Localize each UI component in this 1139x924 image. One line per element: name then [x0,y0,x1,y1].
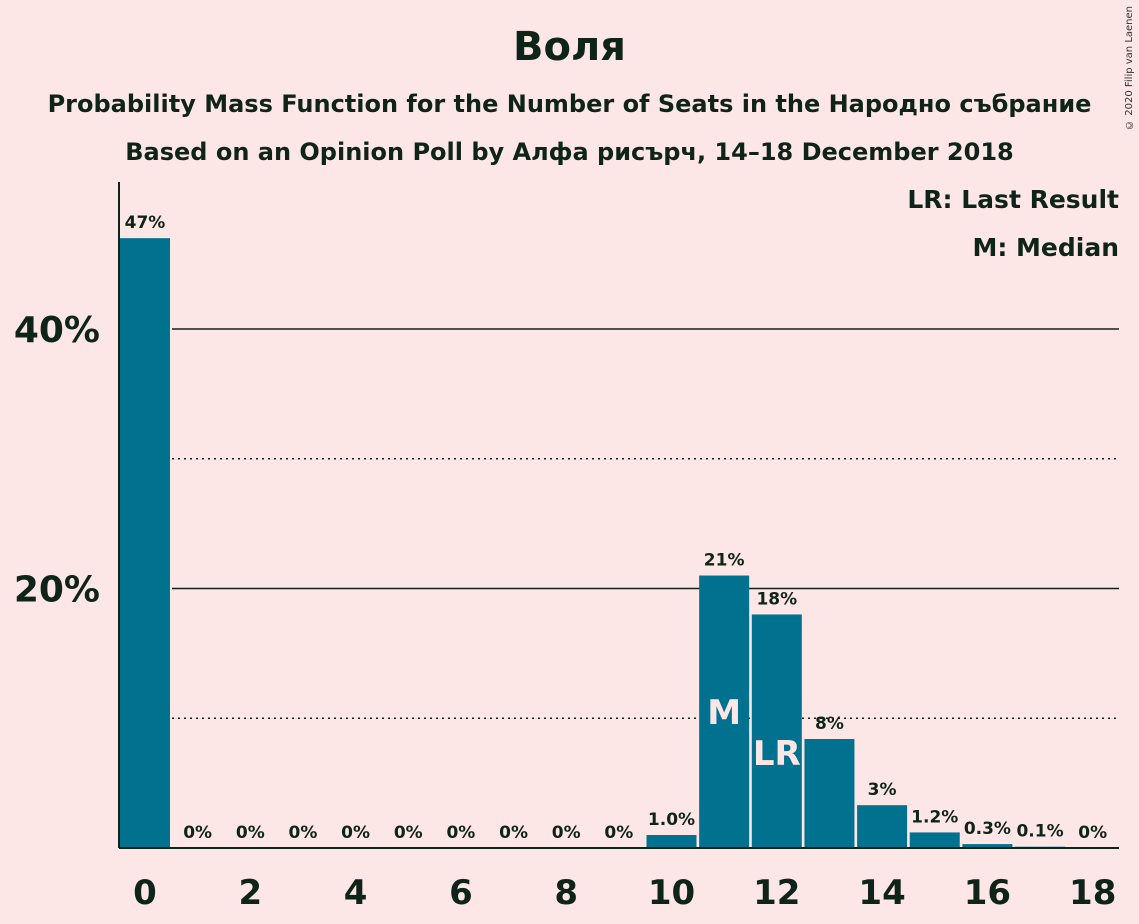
data-label-seat-7: 0% [499,823,528,843]
x-tick-label-10: 10 [648,873,695,913]
x-tick-label-18: 18 [1069,873,1116,913]
data-label-seat-9: 0% [604,823,633,843]
bar-seat-12 [751,614,802,848]
x-tick-label-2: 2 [238,873,262,913]
x-tick-label-12: 12 [753,873,800,913]
data-label-seat-4: 0% [341,823,370,843]
y-tick-label-20: 20% [14,570,100,611]
data-label-seat-14: 3% [868,780,897,800]
bar-seat-15 [909,832,960,848]
data-label-seat-17: 0.1% [1016,822,1063,842]
x-tick-label-16: 16 [964,873,1011,913]
bar-seat-16 [962,844,1013,848]
bar-seat-10 [646,835,697,848]
chart-subtitle: Probability Mass Function for the Number… [47,90,1092,118]
data-label-seat-18: 0% [1078,823,1107,843]
bar-seat-11 [699,575,750,848]
legend-median: M: Median [972,233,1119,262]
median-marker: M [707,693,741,733]
chart-subtitle-poll: Based on an Opinion Poll by Алфа рисърч,… [125,138,1014,166]
x-tick-label-0: 0 [133,873,157,913]
data-label-seat-2: 0% [236,823,265,843]
data-label-seat-8: 0% [552,823,581,843]
data-label-seat-15: 1.2% [911,807,958,827]
data-label-seat-12: 18% [756,589,797,609]
bar-seat-14 [857,805,908,848]
data-label-seat-1: 0% [183,823,212,843]
bar-seat-13 [804,739,855,848]
data-label-seat-13: 8% [815,714,844,734]
data-label-seat-10: 1.0% [648,810,695,830]
legend-last-result: LR: Last Result [907,185,1119,214]
chart-title: Воля [513,24,626,70]
bar-seat-0 [120,238,170,849]
x-tick-label-6: 6 [449,873,473,913]
x-tick-label-8: 8 [554,873,578,913]
last-result-marker: LR [753,734,801,774]
x-tick-label-14: 14 [858,873,905,913]
data-label-seat-16: 0.3% [964,819,1011,839]
y-tick-label-40: 40% [14,310,100,351]
data-label-seat-11: 21% [704,551,745,571]
data-label-seat-3: 0% [289,823,318,843]
x-tick-label-4: 4 [344,873,368,913]
data-label-seat-0: 47% [125,213,166,233]
data-label-seat-5: 0% [394,823,423,843]
data-label-seat-6: 0% [446,823,475,843]
